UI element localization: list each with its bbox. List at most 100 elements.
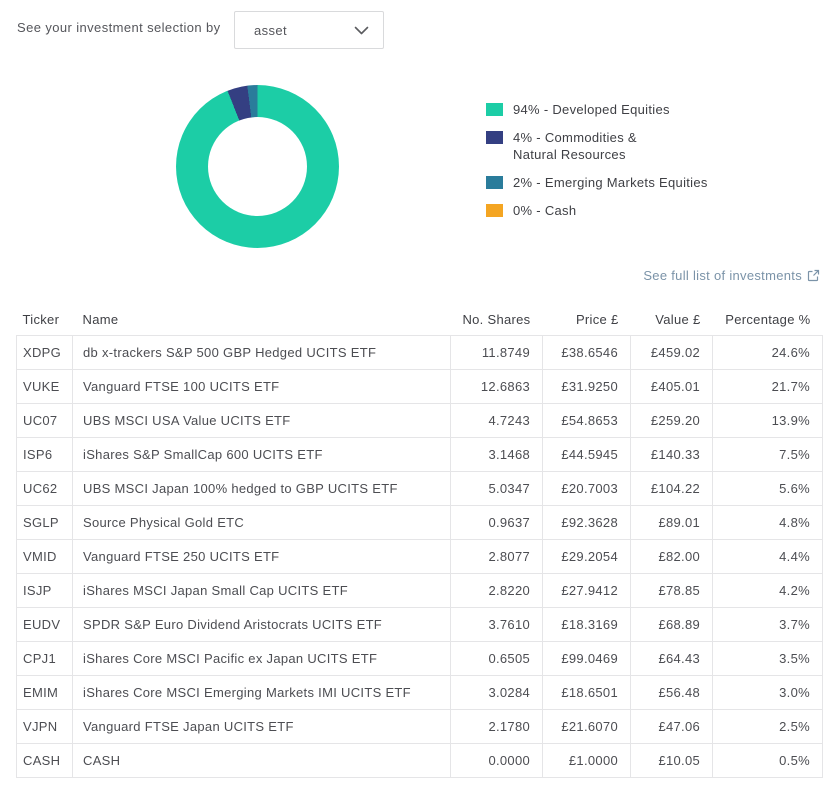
full-list-link[interactable]: See full list of investments: [643, 268, 820, 283]
cell-value: £68.89: [630, 606, 713, 642]
cell-price: £31.9250: [542, 368, 631, 404]
cell-price: £54.8653: [542, 402, 631, 438]
chevron-down-icon: [354, 26, 369, 35]
cell-value: £459.02: [630, 334, 713, 370]
cell-percentage: 3.7%: [712, 606, 823, 642]
table-row: XDPG db x-trackers S&P 500 GBP Hedged UCI…: [16, 334, 823, 370]
cell-ticker: EUDV: [16, 606, 73, 642]
cell-ticker: VMID: [16, 538, 73, 574]
cell-percentage: 3.5%: [712, 640, 823, 676]
header-price: Price £: [575, 312, 619, 328]
table-row: UC07 UBS MSCI USA Value UCITS ETF 4.7243 £5…: [16, 402, 823, 438]
legend-swatch: [486, 204, 503, 217]
legend-item: 94% - Developed Equities: [486, 101, 708, 118]
legend-swatch: [486, 176, 503, 189]
cell-value: £47.06: [630, 708, 713, 744]
table-header-row: Ticker Name No. Shares Price £ Value £ P…: [17, 301, 823, 335]
cell-percentage: 3.0%: [712, 674, 823, 710]
cell-value: £259.20: [630, 402, 713, 438]
cell-price: £1.0000: [542, 742, 631, 778]
cell-name: UBS MSCI Japan 100% hedged to GBP UCITS …: [72, 470, 451, 506]
cell-percentage: 24.6%: [712, 334, 823, 370]
cell-name: Vanguard FTSE 250 UCITS ETF: [72, 538, 451, 574]
legend-label: 2% - Emerging Markets Equities: [513, 175, 708, 190]
cell-price: £20.7003: [542, 470, 631, 506]
cell-percentage: 4.2%: [712, 572, 823, 608]
cell-value: £10.05: [630, 742, 713, 778]
cell-name: iShares S&P SmallCap 600 UCITS ETF: [72, 436, 451, 472]
cell-name: UBS MSCI USA Value UCITS ETF: [72, 402, 451, 438]
cell-ticker: SGLP: [16, 504, 73, 540]
cell-percentage: 13.9%: [712, 402, 823, 438]
cell-name: CASH: [72, 742, 451, 778]
cell-price: £27.9412: [542, 572, 631, 608]
header-ticker: Ticker: [22, 312, 60, 328]
table-row: SGLP Source Physical Gold ETC 0.9637 £92.36…: [16, 504, 823, 540]
table-row: ISJP iShares MSCI Japan Small Cap UCITS E…: [16, 572, 823, 608]
dropdown-selected-value: asset: [254, 22, 288, 38]
cell-value: £78.85: [630, 572, 713, 608]
table-row: CPJ1 iShares Core MSCI Pacific ex Japan U…: [16, 640, 823, 676]
legend-label: 94% - Developed Equities: [513, 102, 670, 117]
legend-item: 2% - Emerging Markets Equities: [486, 174, 708, 191]
chart-legend: 94% - Developed Equities 4% - Commodities…: [486, 101, 708, 230]
cell-price: £99.0469: [542, 640, 631, 676]
cell-price: £92.3628: [542, 504, 631, 540]
holdings-table: Ticker Name No. Shares Price £ Value £ P…: [16, 301, 823, 778]
header-value: Value £: [655, 312, 701, 328]
cell-price: £21.6070: [542, 708, 631, 744]
cell-value: £89.01: [630, 504, 713, 540]
cell-value: £405.01: [630, 368, 713, 404]
legend-label: 0% - Cash: [513, 203, 577, 218]
cell-name: db x-trackers S&P 500 GBP Hedged UCITS E…: [72, 334, 451, 370]
cell-ticker: ISP6: [16, 436, 73, 472]
cell-ticker: UC07: [16, 402, 73, 438]
cell-percentage: 7.5%: [712, 436, 823, 472]
cell-shares: 2.1780: [450, 708, 543, 744]
view-by-label: See your investment selection by: [17, 20, 221, 35]
legend-swatch: [486, 103, 503, 116]
cell-shares: 3.7610: [450, 606, 543, 642]
legend-item: 4% - Commodities & Natural Resources: [486, 129, 708, 163]
cell-ticker: VUKE: [16, 368, 73, 404]
cell-name: Source Physical Gold ETC: [72, 504, 451, 540]
allocation-donut-chart: [176, 85, 339, 248]
cell-shares: 12.6863: [450, 368, 543, 404]
cell-price: £18.3169: [542, 606, 631, 642]
table-row: VJPN Vanguard FTSE Japan UCITS ETF 2.1780 £…: [16, 708, 823, 744]
cell-shares: 5.0347: [450, 470, 543, 506]
legend-item: 0% - Cash: [486, 202, 708, 219]
full-list-link-label: See full list of investments: [643, 268, 802, 283]
table-row: VMID Vanguard FTSE 250 UCITS ETF 2.8077 £29…: [16, 538, 823, 574]
cell-shares: 11.8749: [450, 334, 543, 370]
cell-value: £140.33: [630, 436, 713, 472]
header-shares: No. Shares: [462, 312, 531, 328]
cell-price: £29.2054: [542, 538, 631, 574]
header-percentage: Percentage %: [725, 312, 811, 328]
cell-price: £18.6501: [542, 674, 631, 710]
cell-value: £56.48: [630, 674, 713, 710]
table-row: CASH CASH 0.0000 £1.0000 £10.05 0.5%: [16, 742, 823, 778]
cell-percentage: 4.4%: [712, 538, 823, 574]
cell-name: iShares Core MSCI Pacific ex Japan UCITS…: [72, 640, 451, 676]
table-row: UC62 UBS MSCI Japan 100% hedged to GBP UC…: [16, 470, 823, 506]
external-link-icon: [807, 269, 820, 282]
cell-ticker: CPJ1: [16, 640, 73, 676]
cell-percentage: 21.7%: [712, 368, 823, 404]
cell-ticker: VJPN: [16, 708, 73, 744]
cell-ticker: ISJP: [16, 572, 73, 608]
cell-shares: 3.0284: [450, 674, 543, 710]
header-name: Name: [82, 312, 119, 328]
table-row: EUDV SPDR S&P Euro Dividend Aristocrats U…: [16, 606, 823, 642]
cell-price: £44.5945: [542, 436, 631, 472]
cell-name: Vanguard FTSE Japan UCITS ETF: [72, 708, 451, 744]
cell-name: iShares Core MSCI Emerging Markets IMI U…: [72, 674, 451, 710]
cell-value: £104.22: [630, 470, 713, 506]
cell-shares: 2.8077: [450, 538, 543, 574]
cell-percentage: 5.6%: [712, 470, 823, 506]
cell-shares: 0.0000: [450, 742, 543, 778]
cell-value: £82.00: [630, 538, 713, 574]
view-by-dropdown[interactable]: asset: [234, 11, 384, 49]
cell-value: £64.43: [630, 640, 713, 676]
cell-shares: 3.1468: [450, 436, 543, 472]
